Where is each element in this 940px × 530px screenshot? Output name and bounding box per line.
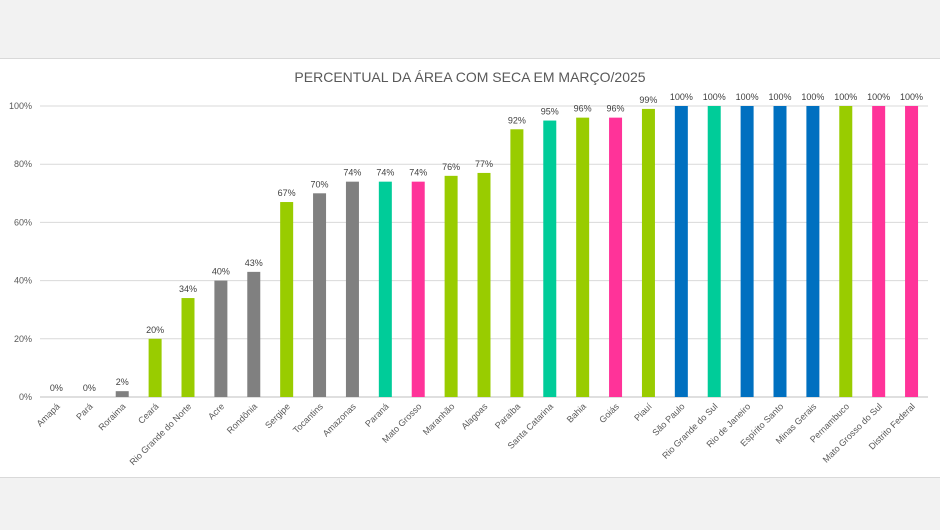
bar: [115, 391, 129, 397]
data-label: 96%: [607, 104, 625, 114]
data-label: 67%: [278, 188, 296, 198]
x-category-label: Acre: [206, 401, 226, 421]
data-label: 43%: [245, 258, 263, 268]
bar: [345, 181, 359, 397]
bar: [313, 193, 327, 397]
x-category-label: Maranhão: [421, 401, 457, 437]
x-category-label: Rio Grande do Norte: [128, 401, 194, 467]
bar: [148, 338, 162, 397]
y-tick-label: 80%: [14, 159, 32, 169]
bar: [477, 172, 491, 397]
data-label: 95%: [541, 107, 559, 117]
bar: [674, 106, 688, 397]
x-category-label: Bahia: [565, 401, 588, 424]
bar: [214, 280, 228, 397]
data-label: 77%: [475, 159, 493, 169]
data-label: 100%: [670, 92, 693, 102]
x-category-label: Rondônia: [225, 401, 259, 435]
data-label: 40%: [212, 267, 230, 277]
y-axis-ticks: 0% 20% 40% 60% 80% 100%: [9, 101, 32, 402]
bar: [444, 175, 458, 397]
bar: [411, 181, 425, 397]
data-label: 2%: [116, 377, 129, 387]
data-labels: 0% 0% 2% 20% 34% 40% 43% 67% 70% 74% 74% 74% 76% 77% 9…: [50, 92, 923, 393]
data-label: 0%: [50, 383, 63, 393]
bars: [115, 106, 919, 398]
bar: [773, 106, 787, 397]
bar: [543, 120, 557, 398]
data-label: 74%: [343, 168, 361, 178]
data-label: 100%: [900, 92, 923, 102]
x-category-label: Roraima: [97, 401, 128, 432]
y-tick-label: 20%: [14, 334, 32, 344]
data-label: 100%: [736, 92, 759, 102]
bar: [707, 106, 721, 397]
data-label: 100%: [801, 92, 824, 102]
x-category-label: Amapá: [35, 401, 62, 428]
y-tick-label: 60%: [14, 217, 32, 227]
bar: [280, 202, 294, 397]
x-category-label: Rio Grande do Sul: [660, 401, 719, 460]
y-tick-label: 40%: [14, 276, 32, 286]
data-label: 92%: [508, 115, 526, 125]
x-category-label: Sergipe: [263, 401, 292, 430]
bar: [247, 271, 261, 397]
bar: [872, 106, 886, 397]
y-tick-label: 0%: [19, 392, 32, 402]
data-label: 74%: [409, 168, 427, 178]
x-category-label: Pará: [74, 401, 95, 422]
chart-title: PERCENTUAL DA ÁREA COM SECA EM MARÇO/202…: [294, 69, 645, 85]
x-category-label: Ceará: [136, 401, 160, 425]
y-tick-label: 100%: [9, 101, 32, 111]
data-label: 70%: [311, 179, 329, 189]
x-category-label: Mato Grosso do Sul: [821, 401, 884, 464]
data-label: 100%: [834, 92, 857, 102]
bar: [378, 181, 392, 397]
data-label: 74%: [376, 168, 394, 178]
data-label: 76%: [442, 162, 460, 172]
x-category-label: Paraná: [363, 401, 391, 429]
data-label: 100%: [768, 92, 791, 102]
bar: [641, 108, 655, 397]
bar: [609, 117, 623, 397]
data-label: 100%: [867, 92, 890, 102]
bar: [510, 129, 524, 397]
data-label: 99%: [639, 95, 657, 105]
x-category-label: Paraíba: [493, 401, 522, 430]
bar: [806, 106, 820, 397]
bar: [181, 298, 195, 397]
data-label: 0%: [83, 383, 96, 393]
x-category-label: Piauí: [632, 401, 654, 423]
data-label: 20%: [146, 325, 164, 335]
x-category-label: Tocantins: [291, 401, 325, 435]
data-label: 96%: [574, 104, 592, 114]
x-category-label: Goiás: [597, 401, 621, 425]
bar: [576, 117, 590, 397]
x-category-label: Amazonas: [321, 401, 358, 438]
bar: [839, 106, 853, 397]
bar: [740, 106, 754, 397]
data-label: 100%: [703, 92, 726, 102]
data-label: 34%: [179, 284, 197, 294]
bar: [905, 106, 919, 397]
x-category-label: Alagoas: [459, 401, 489, 431]
bar-chart: PERCENTUAL DA ÁREA COM SECA EM MARÇO/202…: [9, 69, 928, 467]
